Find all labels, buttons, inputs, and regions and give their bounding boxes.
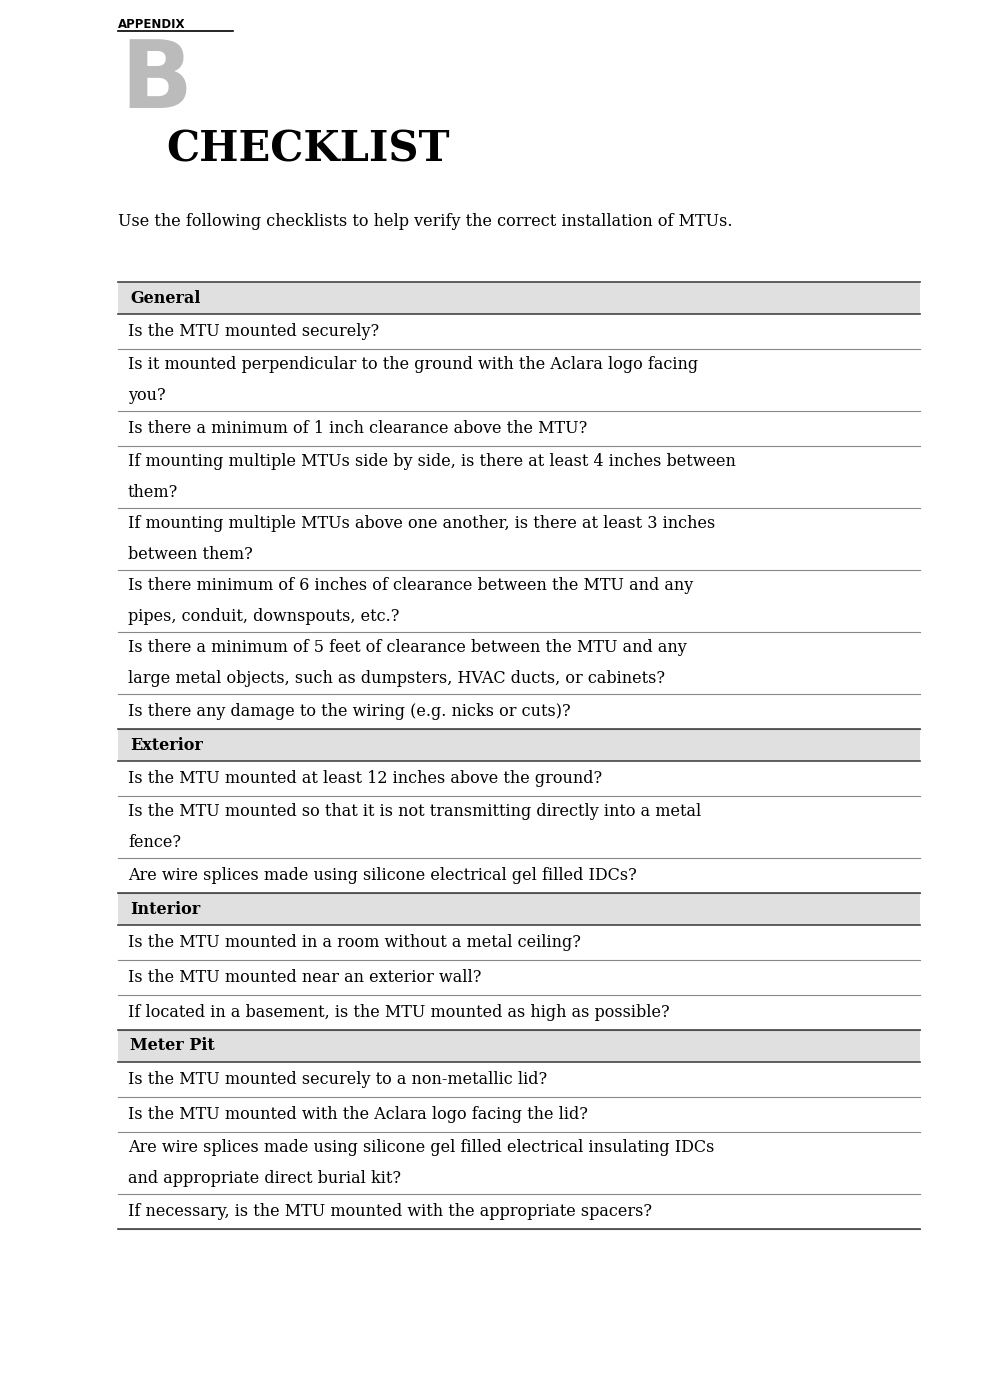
Bar (118, 1062, 920, 1097)
Text: Are wire splices made using silicone gel filled electrical insulating IDCs: Are wire splices made using silicone gel… (128, 1139, 714, 1156)
Text: Use the following checklists to help verify the correct installation of MTUs.: Use the following checklists to help ver… (118, 213, 733, 231)
Bar (118, 349, 920, 412)
Text: Are wire splices made using silicone electrical gel filled IDCs?: Are wire splices made using silicone ele… (128, 867, 637, 884)
Text: you?: you? (128, 387, 166, 405)
Bar (118, 632, 920, 695)
Text: between them?: between them? (128, 545, 253, 563)
Bar (118, 761, 920, 795)
Bar (118, 795, 920, 858)
Bar (118, 1132, 920, 1195)
Text: Is the MTU mounted securely?: Is the MTU mounted securely? (128, 323, 379, 340)
Text: If mounting multiple MTUs above one another, is there at least 3 inches: If mounting multiple MTUs above one anot… (128, 515, 715, 532)
Text: Is the MTU mounted so that it is not transmitting directly into a metal: Is the MTU mounted so that it is not tra… (128, 802, 701, 820)
Text: Is the MTU mounted in a room without a metal ceiling?: Is the MTU mounted in a room without a m… (128, 934, 581, 952)
Bar (118, 1097, 920, 1132)
Text: Is the MTU mounted securely to a non-metallic lid?: Is the MTU mounted securely to a non-met… (128, 1072, 547, 1088)
Text: Is it mounted perpendicular to the ground with the Aclara logo facing: Is it mounted perpendicular to the groun… (128, 356, 698, 373)
Text: If located in a basement, is the MTU mounted as high as possible?: If located in a basement, is the MTU mou… (128, 1004, 670, 1021)
Bar (118, 894, 920, 925)
Text: General: General (130, 290, 200, 307)
Bar (118, 282, 920, 313)
Text: and appropriate direct burial kit?: and appropriate direct burial kit? (128, 1170, 401, 1188)
Text: Is the MTU mounted at least 12 inches above the ground?: Is the MTU mounted at least 12 inches ab… (128, 771, 602, 787)
Text: Interior: Interior (130, 900, 200, 917)
Text: Is there minimum of 6 inches of clearance between the MTU and any: Is there minimum of 6 inches of clearanc… (128, 577, 694, 594)
Text: Exterior: Exterior (130, 736, 203, 754)
Bar (118, 570, 920, 632)
Text: Meter Pit: Meter Pit (130, 1037, 215, 1055)
Bar (118, 412, 920, 446)
Text: Is there any damage to the wiring (e.g. nicks or cuts)?: Is there any damage to the wiring (e.g. … (128, 703, 571, 720)
Text: Is there a minimum of 1 inch clearance above the MTU?: Is there a minimum of 1 inch clearance a… (128, 420, 588, 436)
Bar (118, 858, 920, 894)
Bar (118, 994, 920, 1030)
Text: APPENDIX: APPENDIX (118, 18, 185, 30)
Text: Is the MTU mounted with the Aclara logo facing the lid?: Is the MTU mounted with the Aclara logo … (128, 1106, 588, 1123)
Text: them?: them? (128, 483, 179, 501)
Bar (118, 960, 920, 994)
Bar (118, 695, 920, 729)
Text: B: B (120, 36, 192, 128)
Text: If necessary, is the MTU mounted with the appropriate spacers?: If necessary, is the MTU mounted with th… (128, 1203, 652, 1219)
Text: fence?: fence? (128, 834, 181, 851)
Bar (118, 729, 920, 761)
Bar (118, 446, 920, 508)
Bar (118, 313, 920, 349)
Text: CHECKLIST: CHECKLIST (166, 128, 449, 170)
Text: If mounting multiple MTUs side by side, is there at least 4 inches between: If mounting multiple MTUs side by side, … (128, 453, 736, 470)
Text: Is the MTU mounted near an exterior wall?: Is the MTU mounted near an exterior wall… (128, 969, 482, 986)
Bar (118, 1030, 920, 1062)
Text: pipes, conduit, downspouts, etc.?: pipes, conduit, downspouts, etc.? (128, 608, 399, 626)
Text: Is there a minimum of 5 feet of clearance between the MTU and any: Is there a minimum of 5 feet of clearanc… (128, 639, 687, 656)
Bar (118, 1195, 920, 1229)
Bar (118, 508, 920, 570)
Text: large metal objects, such as dumpsters, HVAC ducts, or cabinets?: large metal objects, such as dumpsters, … (128, 670, 665, 686)
Bar (118, 925, 920, 960)
